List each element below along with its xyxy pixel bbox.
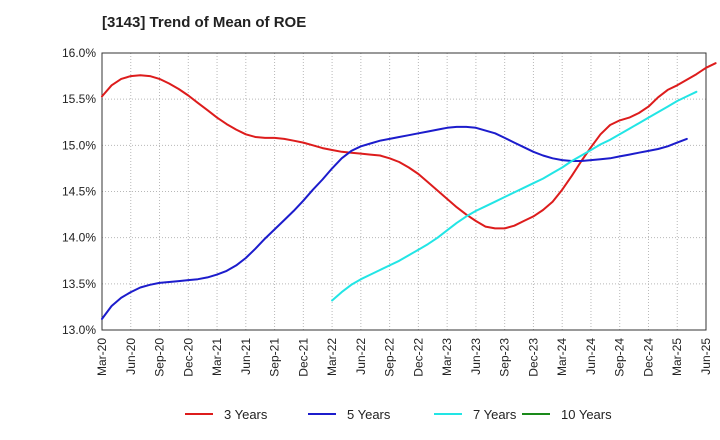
- legend-layer: 3 Years 5 Years 7 Years 10 Years: [185, 407, 612, 422]
- x-tick-label: Dec-20: [181, 338, 195, 377]
- x-tick-label: Mar-23: [440, 338, 454, 376]
- legend-label-4: 10 Years: [561, 407, 612, 422]
- y-tick-label: 13.0%: [62, 323, 96, 337]
- axis-layer: Mar-20 Jun-20 Sep-20 Dec-20 Mar-21 Jun-21 Sep-…: [62, 46, 713, 377]
- x-tick-label: Mar-22: [325, 338, 339, 376]
- x-tick-label: Jun-21: [239, 338, 253, 375]
- x-tick-label: Sep-22: [383, 338, 397, 377]
- series-line-1: [101, 62, 717, 230]
- y-tick-label: 16.0%: [62, 46, 96, 60]
- legend-label-1: 3 Years: [224, 407, 268, 422]
- x-tick-label: Dec-23: [526, 338, 540, 377]
- x-tick-label: Mar-20: [95, 338, 109, 376]
- x-tick-label: Jun-24: [584, 338, 598, 375]
- x-tick-label: Jun-23: [469, 338, 483, 375]
- y-tick-label: 13.5%: [62, 277, 96, 291]
- x-tick-label: Sep-24: [613, 338, 627, 377]
- x-tick-label: Dec-21: [296, 338, 310, 377]
- x-tick-label: Mar-25: [670, 338, 684, 376]
- legend-label-2: 5 Years: [347, 407, 391, 422]
- x-tick-label: Sep-20: [153, 338, 167, 377]
- y-tick-label: 14.5%: [62, 185, 96, 199]
- series-line-2: [101, 125, 688, 320]
- y-tick-label: 15.5%: [62, 92, 96, 106]
- x-tick-label: Dec-24: [641, 338, 655, 377]
- grid-layer: [101, 52, 707, 331]
- chart-title: [3143] Trend of Mean of ROE: [102, 14, 307, 31]
- x-tick-label: Jun-25: [699, 338, 713, 375]
- series-layer: [101, 62, 717, 320]
- x-tick-label: Jun-20: [124, 338, 138, 375]
- series-line-3: [331, 90, 698, 302]
- x-tick-label: Jun-22: [354, 338, 368, 375]
- x-tick-label: Sep-23: [498, 338, 512, 377]
- x-tick-label: Sep-21: [268, 338, 282, 377]
- y-tick-label: 14.0%: [62, 231, 96, 245]
- legend-label-3: 7 Years: [473, 407, 517, 422]
- y-tick-label: 15.0%: [62, 138, 96, 152]
- x-tick-label: Mar-24: [555, 338, 569, 376]
- x-tick-label: Mar-21: [210, 338, 224, 376]
- x-tick-label: Dec-22: [411, 338, 425, 377]
- plot-frame: [101, 52, 707, 331]
